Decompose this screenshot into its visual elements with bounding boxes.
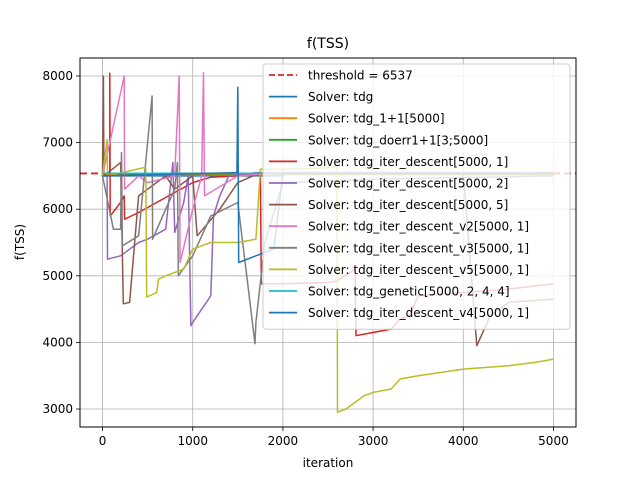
x-tick-label: 1000	[177, 434, 208, 448]
series-line-8	[101, 95, 554, 345]
legend-label: Solver: tdg_iter_descent[5000, 5]	[308, 198, 508, 212]
y-tick-label: 6000	[42, 202, 73, 216]
x-tick-label: 5000	[538, 434, 569, 448]
y-tick-label: 5000	[42, 269, 73, 283]
y-axis-ticks: 3000 4000 5000 6000 7000 8000	[42, 69, 80, 416]
y-tick-label: 4000	[42, 335, 73, 349]
legend-label: Solver: tdg_1+1[5000]	[308, 112, 445, 126]
legend-label: Solver: tdg_doerr1+1[3;5000]	[308, 133, 488, 147]
legend-box	[262, 63, 571, 330]
series-line-5	[102, 161, 554, 327]
series-line-7	[101, 71, 554, 264]
x-axis-label: iteration	[303, 456, 354, 470]
y-tick-label: 3000	[42, 402, 73, 416]
legend-label: Solver: tdg_iter_descent[5000, 2]	[308, 177, 508, 191]
x-tick-label: 2000	[268, 434, 299, 448]
series-line-9	[101, 138, 554, 414]
legend-label: Solver: tdg_iter_descent_v2[5000, 1]	[308, 220, 529, 234]
legend-label: Solver: tdg_iter_descent[5000, 1]	[308, 155, 508, 169]
y-axis-label: f(TSS)	[13, 224, 27, 260]
legend-label: Solver: tdg	[308, 90, 373, 104]
chart-title: f(TSS)	[307, 36, 349, 52]
x-axis-ticks: 0 1000 2000 3000 4000 5000	[99, 427, 569, 448]
y-tick-label: 8000	[42, 69, 73, 83]
x-tick-label: 4000	[448, 434, 479, 448]
legend-label: threshold = 6537	[308, 69, 413, 83]
x-tick-label: 3000	[358, 434, 389, 448]
plot-frame	[79, 57, 577, 428]
legend-label: Solver: tdg_iter_descent_v5[5000, 1]	[308, 263, 529, 277]
y-tick-label: 7000	[42, 136, 73, 150]
legend-label: Solver: tdg_iter_descent_v4[5000, 1]	[308, 306, 529, 320]
x-tick-label: 0	[99, 434, 107, 448]
legend-label: Solver: tdg_iter_descent_v3[5000, 1]	[308, 241, 529, 255]
legend: threshold = 6537 Solver: tdg Solver: tdg_1…	[262, 63, 571, 330]
legend-label: Solver: tdg_genetic[5000, 2, 4, 4]	[308, 285, 510, 299]
